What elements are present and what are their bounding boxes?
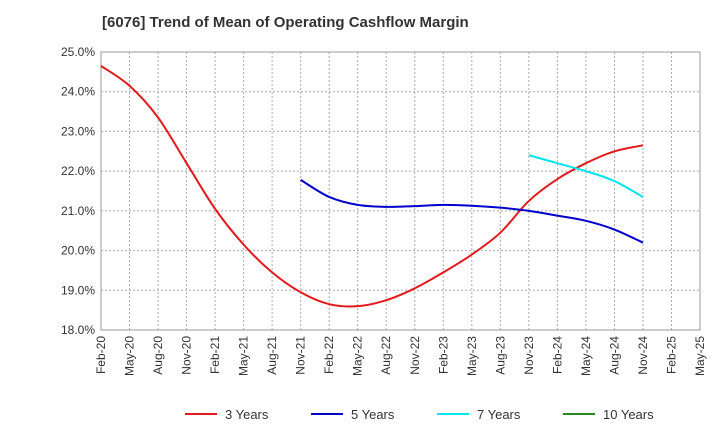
x-tick-label: Feb-24 bbox=[550, 336, 564, 374]
legend: 3 Years 5 Years 7 Years 10 Years bbox=[185, 407, 654, 422]
legend-label-10-years: 10 Years bbox=[603, 407, 654, 422]
series-line-3-years bbox=[100, 65, 644, 308]
series-line-5-years bbox=[300, 179, 644, 244]
y-axis: 18.0% 19.0% 20.0% 21.0% 22.0% 23.0% 24.0% 25.0% bbox=[61, 45, 95, 337]
legend-label-3-years: 3 Years bbox=[225, 407, 269, 422]
y-tick-label: 25.0% bbox=[61, 45, 95, 59]
x-tick-label: Aug-20 bbox=[151, 336, 165, 375]
x-tick-label: May-23 bbox=[465, 336, 479, 376]
x-tick-label: Feb-23 bbox=[436, 336, 450, 374]
x-tick-label: May-20 bbox=[123, 336, 137, 376]
x-tick-label: May-24 bbox=[579, 336, 593, 376]
x-tick-label: Nov-21 bbox=[294, 336, 308, 375]
chart-title: [6076] Trend of Mean of Operating Cashfl… bbox=[102, 14, 469, 31]
x-tick-label: Feb-25 bbox=[664, 336, 678, 374]
y-tick-label: 20.0% bbox=[61, 244, 95, 258]
grid-layer bbox=[100, 51, 701, 331]
legend-label-5-years: 5 Years bbox=[351, 407, 395, 422]
x-tick-label: May-22 bbox=[351, 336, 365, 376]
series-layer bbox=[100, 65, 644, 308]
x-tick-label: May-21 bbox=[237, 336, 251, 376]
x-tick-label: Feb-20 bbox=[94, 336, 108, 374]
x-tick-label: Nov-23 bbox=[522, 336, 536, 375]
x-tick-label: Aug-23 bbox=[493, 336, 507, 375]
x-tick-label: Feb-21 bbox=[208, 336, 222, 374]
y-tick-label: 21.0% bbox=[61, 204, 95, 218]
plot-frame bbox=[100, 51, 701, 331]
x-tick-label: Nov-20 bbox=[180, 336, 194, 375]
x-tick-label: Aug-22 bbox=[379, 336, 393, 375]
x-tick-label: Aug-21 bbox=[265, 336, 279, 375]
x-tick-label: Feb-22 bbox=[322, 336, 336, 374]
x-tick-label: Nov-24 bbox=[636, 336, 650, 375]
legend-label-7-years: 7 Years bbox=[477, 407, 521, 422]
y-tick-label: 18.0% bbox=[61, 323, 95, 337]
y-tick-label: 24.0% bbox=[61, 85, 95, 99]
x-tick-label: Aug-24 bbox=[607, 336, 621, 375]
y-tick-label: 19.0% bbox=[61, 283, 95, 297]
x-axis: Feb-20 May-20 Aug-20 Nov-20 Feb-21 May-21 Aug-… bbox=[94, 336, 707, 376]
y-tick-label: 22.0% bbox=[61, 164, 95, 178]
y-tick-label: 23.0% bbox=[61, 124, 95, 138]
x-tick-label: May-25 bbox=[693, 336, 707, 376]
series-line-7-years bbox=[528, 154, 644, 198]
x-tick-label: Nov-22 bbox=[408, 336, 422, 375]
